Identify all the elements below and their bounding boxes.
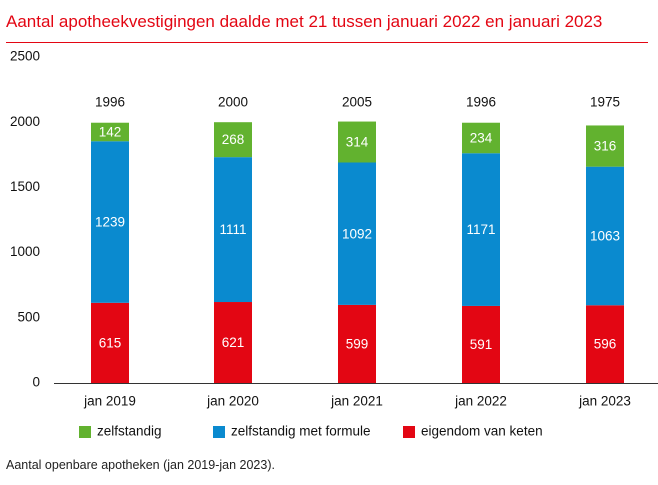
bar-value-label: 599 bbox=[346, 337, 369, 352]
bar-segment bbox=[214, 157, 252, 303]
chart-title: Aantal apotheekvestigingen daalde met 21… bbox=[6, 12, 603, 31]
x-tick-label: jan 2019 bbox=[83, 394, 136, 409]
title-divider bbox=[6, 42, 648, 43]
y-tick-label: 1500 bbox=[10, 179, 40, 194]
bar-segment bbox=[586, 305, 624, 383]
bar-value-label: 591 bbox=[470, 337, 493, 352]
bar-segment bbox=[214, 302, 252, 383]
bar-value-label: 1239 bbox=[95, 215, 125, 230]
bar-total-label: 1996 bbox=[95, 95, 125, 110]
bar-segment bbox=[462, 305, 500, 383]
bar-segment bbox=[462, 153, 500, 306]
x-tick-label: jan 2023 bbox=[578, 394, 631, 409]
bar-value-label: 1171 bbox=[466, 222, 495, 237]
legend-label: zelfstandig bbox=[97, 424, 162, 439]
legend-swatch bbox=[79, 426, 91, 438]
y-tick-label: 0 bbox=[32, 375, 40, 390]
bar-value-label: 1092 bbox=[342, 226, 372, 241]
footnote: Aantal openbare apotheken (jan 2019-jan … bbox=[6, 458, 275, 472]
y-tick-label: 2500 bbox=[10, 49, 40, 64]
y-tick-label: 2000 bbox=[10, 114, 40, 129]
bar-segment bbox=[338, 304, 376, 383]
bar-value-label: 1063 bbox=[590, 229, 620, 244]
x-tick-label: jan 2020 bbox=[206, 394, 259, 409]
bar-segment bbox=[91, 141, 129, 303]
bar-value-label: 314 bbox=[346, 135, 369, 150]
bar-value-label: 615 bbox=[99, 335, 122, 350]
bar-total-label: 1975 bbox=[590, 95, 620, 110]
bar-segment bbox=[214, 122, 252, 158]
bar-total-label: 2000 bbox=[218, 95, 248, 110]
y-tick-label: 1000 bbox=[10, 244, 40, 259]
bar-value-label: 268 bbox=[222, 132, 245, 147]
legend-label: eigendom van keten bbox=[421, 424, 543, 439]
bar-value-label: 1111 bbox=[219, 222, 246, 237]
bar-segment bbox=[91, 122, 129, 142]
x-tick-label: jan 2021 bbox=[330, 394, 383, 409]
bar-segment bbox=[462, 122, 500, 154]
bar-segment bbox=[586, 125, 624, 167]
bar-total-label: 1996 bbox=[466, 95, 496, 110]
y-tick-label: 500 bbox=[17, 309, 40, 324]
x-tick-label: jan 2022 bbox=[454, 394, 507, 409]
legend-swatch bbox=[403, 426, 415, 438]
bar-segment bbox=[586, 166, 624, 306]
bar-segment bbox=[338, 121, 376, 163]
bar-segment bbox=[91, 302, 129, 383]
bar-value-label: 142 bbox=[99, 125, 122, 140]
bar-segment bbox=[338, 162, 376, 305]
bar-value-label: 316 bbox=[594, 139, 617, 154]
legend-swatch bbox=[213, 426, 225, 438]
bar-value-label: 234 bbox=[470, 131, 493, 146]
bar-total-label: 2005 bbox=[342, 95, 372, 110]
bar-value-label: 596 bbox=[594, 337, 617, 352]
bar-value-label: 621 bbox=[222, 335, 245, 350]
legend-label: zelfstandig met formule bbox=[231, 424, 371, 439]
